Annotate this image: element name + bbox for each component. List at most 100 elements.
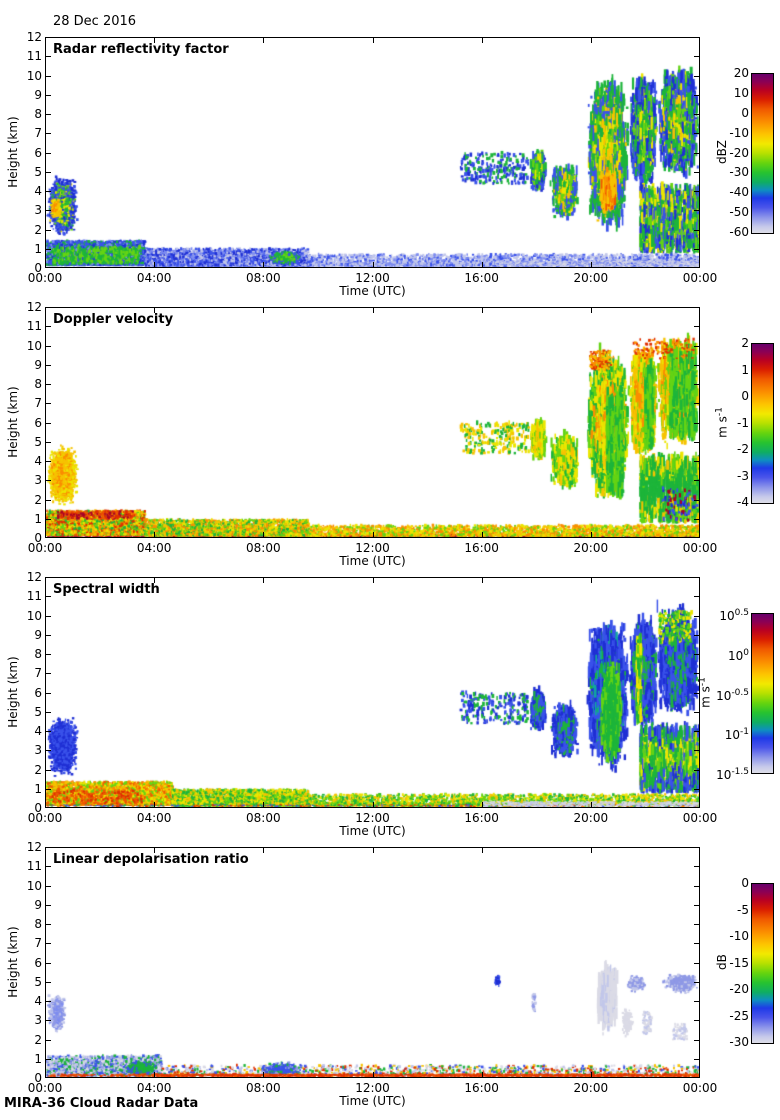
x-tick-mark <box>154 848 156 853</box>
x-tick-mark <box>590 1072 592 1077</box>
y-tick-label: 0 <box>34 531 42 545</box>
colorbar-velocity <box>751 343 774 504</box>
y-tick-mark <box>46 403 51 405</box>
x-tick-label: 00:00 <box>27 271 63 285</box>
x-tick-mark <box>372 532 374 537</box>
y-tick-mark <box>694 731 699 732</box>
y-tick-mark <box>46 1039 51 1041</box>
y-tick-label: 4 <box>34 454 42 468</box>
y-tick-mark <box>46 518 51 520</box>
y-tick-mark <box>46 75 51 77</box>
y-tick-label: 12 <box>26 570 42 584</box>
y-tick-label: 9 <box>34 357 42 372</box>
y-tick-label: 7 <box>34 396 42 411</box>
y-tick-mark <box>694 75 699 77</box>
y-tick-mark <box>694 56 699 58</box>
colorbar-tick-label: 100.5 <box>719 608 749 623</box>
x-tick-label: 20:00 <box>573 811 609 825</box>
panel-title-velocity: Doppler velocity <box>53 312 174 327</box>
x-tick-mark <box>481 532 483 537</box>
x-tick-label: 00:00 <box>682 811 718 825</box>
colorbar-spectral-width <box>751 613 774 774</box>
y-tick-mark <box>46 364 51 366</box>
y-tick-mark <box>46 596 51 598</box>
y-tick-label: 11 <box>26 319 42 334</box>
panel-title-ldr: Linear depolarisation ratio <box>53 852 249 867</box>
x-tick-mark <box>154 802 156 807</box>
y-tick-mark <box>694 769 699 771</box>
y-tick-label: 2 <box>34 762 42 777</box>
colorbar-tick-label: 0 <box>741 105 749 120</box>
colorbar-tick-label: -2 <box>737 442 749 456</box>
y-tick-label: 6 <box>34 145 42 160</box>
y-tick-label: 2 <box>34 222 42 237</box>
colorbar-tick-label: -60 <box>729 225 749 239</box>
y-tick-label: 7 <box>34 126 42 141</box>
x-tick-mark <box>481 1072 483 1077</box>
y-tick-mark <box>46 904 51 906</box>
x-tick-mark <box>590 802 592 807</box>
x-tick-mark <box>481 308 483 313</box>
y-axis-label: Height (km) <box>6 115 20 188</box>
x-tick-mark <box>263 848 265 853</box>
y-tick-label: 1 <box>34 781 42 796</box>
y-tick-mark <box>694 692 699 694</box>
y-tick-mark <box>694 133 699 135</box>
y-tick-mark <box>46 981 51 983</box>
x-tick-label: 20:00 <box>573 1081 609 1095</box>
y-tick-label: 2 <box>34 1032 42 1047</box>
colorbar-tick-label: -10 <box>729 929 749 943</box>
colorbar-tick-label: 10-0.5 <box>716 687 749 703</box>
y-tick-label: 1 <box>34 511 42 526</box>
x-tick-label: 08:00 <box>246 541 281 555</box>
colorbar-unit-label: dB <box>715 953 729 970</box>
y-tick-mark <box>694 191 699 192</box>
y-tick-label: 0 <box>34 801 42 815</box>
y-tick-label: 9 <box>34 87 42 102</box>
x-axis-label: Time (UTC) <box>339 824 406 838</box>
y-tick-mark <box>46 692 51 694</box>
y-tick-mark <box>46 422 51 424</box>
x-tick-mark <box>154 1072 156 1077</box>
colorbar-tick-label: -4 <box>737 495 749 509</box>
x-tick-label: 00:00 <box>27 1081 63 1095</box>
x-tick-mark <box>154 38 156 43</box>
y-tick-mark <box>46 210 51 212</box>
y-tick-mark <box>694 364 699 366</box>
y-tick-label: 12 <box>26 300 42 314</box>
x-tick-mark <box>372 1072 374 1077</box>
x-tick-mark <box>263 578 265 583</box>
colorbar-tick-label: -50 <box>729 205 749 220</box>
x-tick-label: 20:00 <box>573 271 609 285</box>
y-tick-mark <box>694 904 699 906</box>
x-axis-label: Time (UTC) <box>339 284 406 298</box>
y-tick-mark <box>694 152 699 154</box>
colorbar-tick-label: -40 <box>729 185 749 200</box>
colorbar-unit-label: dBZ <box>715 139 729 164</box>
x-tick-label: 16:00 <box>464 1081 499 1095</box>
y-tick-label: 4 <box>34 184 42 198</box>
y-tick-mark <box>46 615 51 617</box>
y-tick-mark <box>694 596 699 598</box>
y-tick-mark <box>694 866 699 868</box>
x-tick-mark <box>481 802 483 807</box>
y-tick-mark <box>46 654 51 655</box>
colorbar-unit-label: m s-1 <box>714 406 730 438</box>
y-tick-label: 8 <box>34 917 42 931</box>
y-tick-mark <box>694 788 699 790</box>
y-tick-label: 3 <box>34 473 42 488</box>
y-tick-label: 0 <box>34 261 42 275</box>
colorbar-tick-label: 10-1 <box>724 727 749 743</box>
colorbar-tick-label: 10 <box>733 85 749 100</box>
y-tick-label: 6 <box>34 955 42 970</box>
y-tick-label: 11 <box>26 589 42 604</box>
x-tick-label: 00:00 <box>682 1081 718 1095</box>
y-tick-label: 6 <box>34 685 42 700</box>
colorbar-tick-label: -30 <box>729 165 749 180</box>
panel-title-spectral-width: Spectral width <box>53 582 160 597</box>
colorbar-tick-label: -20 <box>729 982 749 996</box>
y-tick-mark <box>694 981 699 983</box>
x-tick-label: 04:00 <box>136 541 172 555</box>
x-tick-mark <box>590 578 592 583</box>
y-tick-label: 5 <box>34 164 42 179</box>
